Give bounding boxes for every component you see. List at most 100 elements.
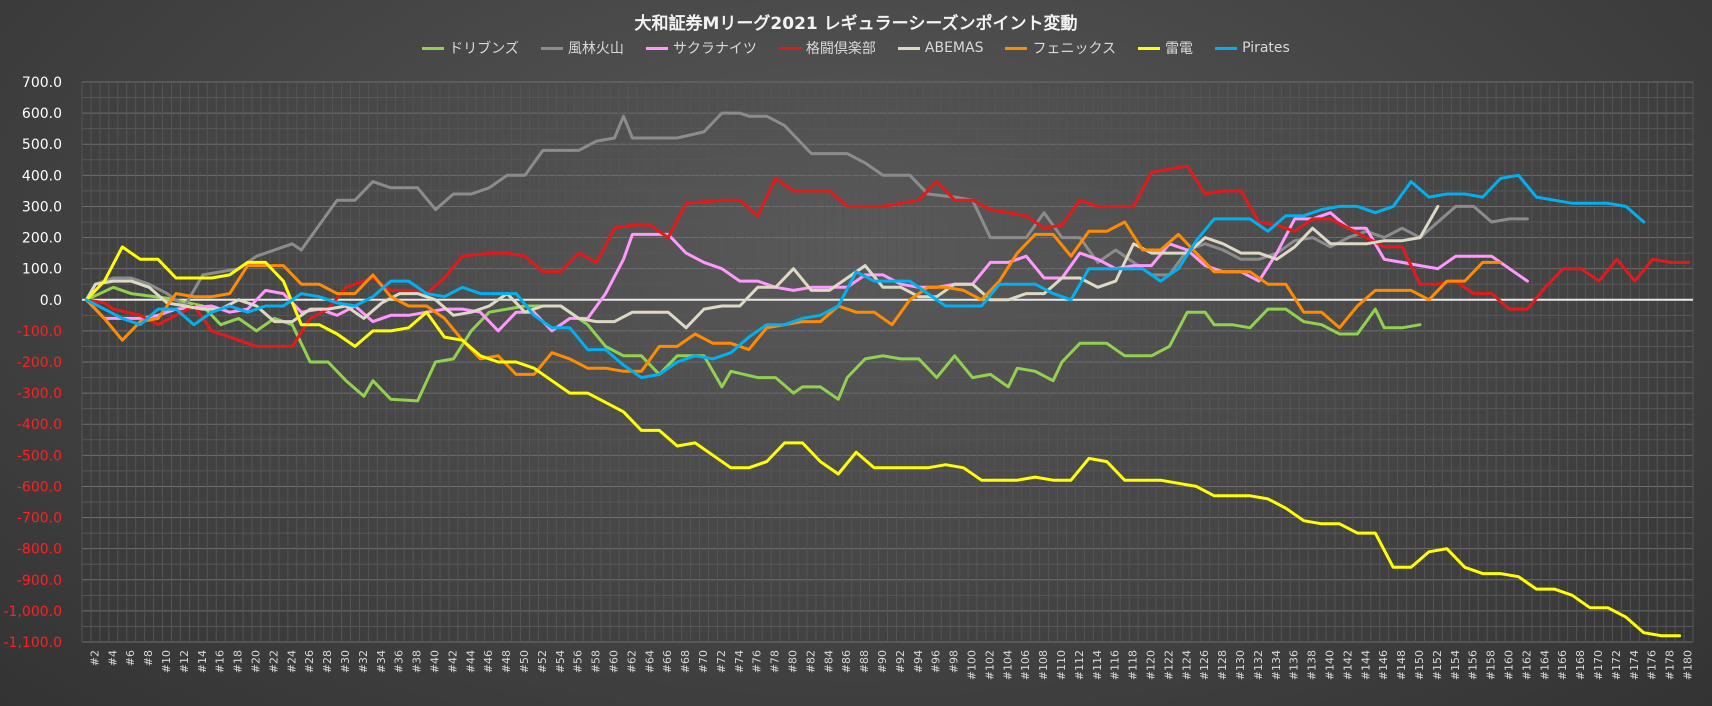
x-tick-label: #6 bbox=[124, 650, 137, 666]
x-tick-label: #106 bbox=[1019, 650, 1032, 680]
x-tick-label: #38 bbox=[411, 650, 424, 673]
x-tick-label: #40 bbox=[429, 650, 442, 673]
legend-label: Pirates bbox=[1242, 40, 1290, 56]
series-lines bbox=[85, 111, 1690, 638]
x-tick-label: #78 bbox=[769, 650, 782, 673]
x-tick-label: #170 bbox=[1592, 650, 1605, 680]
legend-swatch bbox=[897, 46, 920, 50]
x-tick-label: #26 bbox=[303, 650, 316, 673]
x-tick-label: #152 bbox=[1431, 650, 1444, 680]
x-tick-label: #12 bbox=[178, 650, 191, 673]
x-tick-label: #2 bbox=[88, 650, 101, 666]
x-tick-label: #112 bbox=[1073, 650, 1086, 680]
x-tick-label: #24 bbox=[285, 650, 298, 673]
x-tick-label: #142 bbox=[1341, 650, 1354, 680]
x-tick-label: #22 bbox=[267, 650, 280, 673]
x-tick-label: #150 bbox=[1413, 650, 1426, 680]
legend-swatch bbox=[778, 46, 801, 50]
x-tick-label: #34 bbox=[375, 650, 388, 673]
series-line bbox=[85, 285, 1422, 403]
legend-swatch bbox=[422, 46, 445, 50]
chart-title: 大和証券Mリーグ2021 レギュラーシーズンポイント変動 bbox=[634, 14, 1078, 34]
x-tick-label: #72 bbox=[715, 650, 728, 673]
x-tick-label: #20 bbox=[250, 650, 263, 673]
x-tick-label: #124 bbox=[1180, 650, 1193, 680]
y-tick-label: -300.0 bbox=[17, 386, 62, 402]
y-tick-label: 600.0 bbox=[22, 106, 62, 122]
x-tick-label: #144 bbox=[1359, 650, 1372, 680]
x-tick-label: #156 bbox=[1467, 650, 1480, 680]
x-tick-label: #126 bbox=[1198, 650, 1211, 680]
x-tick-label: #92 bbox=[894, 650, 907, 673]
legend-swatch bbox=[1215, 46, 1238, 50]
y-tick-label: -200.0 bbox=[17, 355, 62, 371]
x-axis: #2 #4 #6 #8 #10 #12 #14 #16 #18 #20 #22 #24 #26 #28 #3… bbox=[88, 650, 1694, 680]
y-tick-label: 400.0 bbox=[22, 168, 62, 184]
x-tick-label: #68 bbox=[679, 650, 692, 673]
y-tick-label: 0.0 bbox=[40, 293, 62, 309]
y-tick-label: -1,100.0 bbox=[4, 635, 63, 651]
x-tick-label: #100 bbox=[966, 650, 979, 680]
y-tick-label: -800.0 bbox=[17, 542, 62, 558]
legend-label: 風林火山 bbox=[567, 41, 624, 57]
gridlines bbox=[81, 81, 1694, 643]
x-tick-label: #172 bbox=[1610, 650, 1623, 680]
x-tick-label: #48 bbox=[500, 650, 513, 673]
y-tick-label: -700.0 bbox=[17, 511, 62, 527]
x-tick-label: #132 bbox=[1252, 650, 1265, 680]
x-tick-label: #136 bbox=[1288, 650, 1301, 680]
y-tick-label: 300.0 bbox=[22, 199, 62, 215]
x-tick-label: #18 bbox=[232, 650, 245, 673]
x-tick-label: #130 bbox=[1234, 650, 1247, 680]
x-tick-label: #148 bbox=[1395, 650, 1408, 680]
x-tick-label: #180 bbox=[1682, 650, 1695, 680]
x-tick-label: #104 bbox=[1001, 650, 1014, 680]
series-line bbox=[85, 173, 1646, 380]
legend-item: ドリブンズ bbox=[422, 38, 519, 58]
legend-item: ABEMAS bbox=[897, 38, 984, 58]
series-line bbox=[85, 211, 1529, 333]
x-tick-label: #8 bbox=[142, 650, 155, 666]
x-tick-label: #76 bbox=[751, 650, 764, 673]
x-tick-label: #158 bbox=[1485, 650, 1498, 680]
x-tick-label: #168 bbox=[1574, 650, 1587, 680]
legend: ドリブンズ 風林火山 サクラナイツ 格闘倶楽部 ABEMAS フェニックス 雷電 Pirate… bbox=[0, 38, 1712, 58]
x-tick-label: #174 bbox=[1628, 650, 1641, 680]
legend-item: サクラナイツ bbox=[645, 38, 757, 58]
x-tick-label: #80 bbox=[787, 650, 800, 673]
legend-label: ABEMAS bbox=[924, 40, 984, 56]
x-tick-label: #52 bbox=[536, 650, 549, 673]
legend-item: 格闘倶楽部 bbox=[778, 38, 876, 58]
x-tick-label: #30 bbox=[339, 650, 352, 673]
legend-label: フェニックス bbox=[1032, 41, 1117, 57]
x-tick-label: #32 bbox=[357, 650, 370, 673]
x-tick-label: #86 bbox=[840, 650, 853, 673]
x-tick-label: #146 bbox=[1377, 650, 1390, 680]
legend-label: サクラナイツ bbox=[672, 41, 757, 57]
x-tick-label: #36 bbox=[393, 650, 406, 673]
x-tick-label: #58 bbox=[590, 650, 603, 673]
y-tick-label: -500.0 bbox=[17, 448, 62, 464]
x-tick-label: #110 bbox=[1055, 650, 1068, 680]
x-tick-label: #178 bbox=[1664, 650, 1677, 680]
legend-swatch bbox=[1005, 46, 1028, 50]
x-tick-label: #16 bbox=[214, 650, 227, 673]
x-tick-label: #44 bbox=[464, 650, 477, 673]
y-axis: 700.0 600.0 500.0 400.0 300.0 200.0 100.0 0.0 -1… bbox=[4, 75, 63, 651]
x-tick-label: #4 bbox=[106, 650, 119, 666]
x-tick-label: #160 bbox=[1503, 650, 1516, 680]
x-tick-label: #50 bbox=[518, 650, 531, 673]
legend-label: ドリブンズ bbox=[449, 41, 519, 57]
y-tick-label: -100.0 bbox=[17, 324, 62, 340]
x-tick-label: #62 bbox=[625, 650, 638, 673]
x-tick-label: #66 bbox=[661, 650, 674, 673]
x-tick-label: #98 bbox=[948, 650, 961, 673]
y-tick-label: 500.0 bbox=[22, 137, 62, 153]
x-tick-label: #74 bbox=[733, 650, 746, 673]
x-tick-label: #14 bbox=[196, 650, 209, 673]
x-tick-label: #46 bbox=[482, 650, 495, 673]
x-tick-label: #120 bbox=[1145, 650, 1158, 680]
y-tick-label: -600.0 bbox=[17, 479, 62, 495]
legend-swatch bbox=[645, 46, 668, 50]
